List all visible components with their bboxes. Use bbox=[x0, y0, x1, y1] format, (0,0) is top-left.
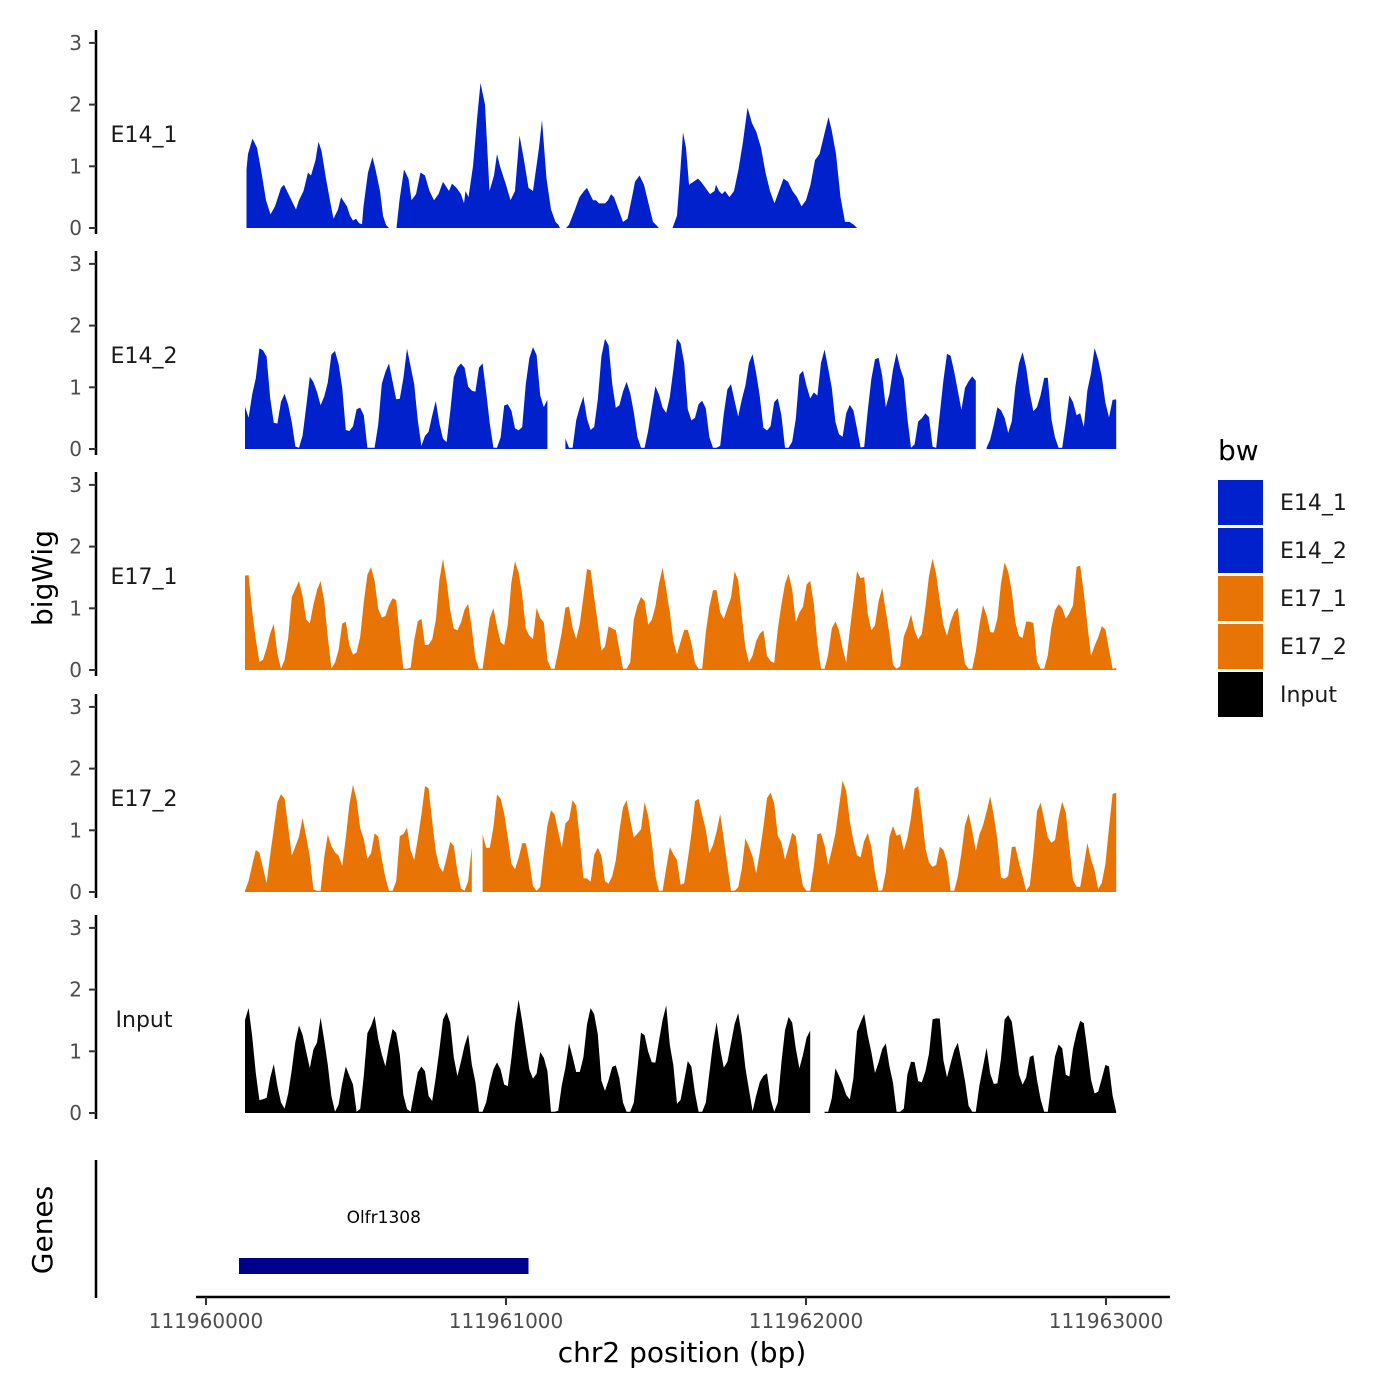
legend-swatch-e17-2 bbox=[1218, 624, 1263, 669]
track-label: E14_1 bbox=[111, 123, 178, 148]
y-tick-label: 3 bbox=[69, 916, 82, 940]
gene-bar-olfr1308 bbox=[239, 1258, 529, 1274]
legend-label: E14_2 bbox=[1280, 539, 1347, 564]
gene-track-title: Genes bbox=[26, 1186, 59, 1274]
legend-title: bw bbox=[1218, 434, 1259, 467]
y-tick-label: 1 bbox=[69, 375, 82, 399]
signal-area-e14-1 bbox=[246, 83, 1123, 228]
y-tick-label: 1 bbox=[69, 818, 82, 842]
signal-area-input bbox=[245, 999, 1117, 1113]
legend-label: E17_1 bbox=[1280, 587, 1347, 612]
y-tick-label: 1 bbox=[69, 1039, 82, 1063]
signal-area-e17-1 bbox=[245, 558, 1117, 670]
track-e17-2: 0 1 2 3 E17_2 bbox=[69, 694, 1117, 904]
y-tick-label: 0 bbox=[69, 437, 82, 461]
legend: bw E14_1 E14_2 E17_1 E17_2 Input bbox=[1218, 434, 1347, 717]
y-tick-label: 0 bbox=[69, 658, 82, 682]
legend-swatch-e14-1 bbox=[1218, 480, 1263, 525]
track-label: E17_1 bbox=[111, 565, 178, 590]
y-tick-label: 2 bbox=[69, 535, 82, 559]
y-axis-title: bigWig bbox=[26, 530, 59, 626]
y-tick-label: 0 bbox=[69, 1101, 82, 1125]
track-label: E14_2 bbox=[111, 344, 178, 369]
track-input: 0 1 2 3 Input bbox=[69, 915, 1117, 1125]
legend-swatch-e14-2 bbox=[1218, 528, 1263, 573]
x-tick-label: 111961000 bbox=[449, 1309, 564, 1333]
x-axis-title: chr2 position (bp) bbox=[558, 1336, 807, 1369]
legend-label: Input bbox=[1280, 683, 1337, 708]
x-axis: 111960000 111961000 111962000 111963000 bbox=[149, 1295, 1170, 1333]
track-e17-1: 0 1 2 3 E17_1 bbox=[69, 472, 1117, 682]
legend-label: E17_2 bbox=[1280, 635, 1347, 660]
track-e14-1: 0 1 2 3 E14_1 bbox=[69, 30, 1123, 240]
x-tick-label: 111963000 bbox=[1049, 1309, 1164, 1333]
y-tick-label: 0 bbox=[69, 216, 82, 240]
track-e14-2: 0 1 2 3 E14_2 bbox=[69, 251, 1117, 461]
gene-label: Olfr1308 bbox=[347, 1208, 421, 1228]
signal-area-e14-2 bbox=[245, 338, 1117, 449]
y-tick-label: 3 bbox=[69, 473, 82, 497]
y-tick-label: 0 bbox=[69, 880, 82, 904]
track-label: Input bbox=[116, 1008, 173, 1033]
y-tick-label: 2 bbox=[69, 314, 82, 338]
x-tick-label: 111960000 bbox=[149, 1309, 264, 1333]
legend-swatch-input bbox=[1218, 672, 1263, 717]
y-tick-label: 3 bbox=[69, 252, 82, 276]
y-tick-label: 2 bbox=[69, 978, 82, 1002]
legend-label: E14_1 bbox=[1280, 491, 1347, 516]
y-tick-label: 3 bbox=[69, 31, 82, 55]
y-tick-label: 1 bbox=[69, 596, 82, 620]
y-tick-label: 2 bbox=[69, 757, 82, 781]
gene-track: Olfr1308 bbox=[94, 1160, 529, 1298]
legend-swatch-e17-1 bbox=[1218, 576, 1263, 621]
y-tick-label: 3 bbox=[69, 695, 82, 719]
track-label: E17_2 bbox=[111, 787, 178, 812]
y-tick-label: 1 bbox=[69, 154, 82, 178]
x-tick-label: 111962000 bbox=[749, 1309, 864, 1333]
y-tick-label: 2 bbox=[69, 93, 82, 117]
signal-area-e17-2 bbox=[245, 780, 1117, 892]
signal-tracks: 0 1 2 3 E14_1 0 1 2 3 E14_2 0 1 2 3 E17_1 0 1 2 3 E17_2 0 1 2 3… bbox=[69, 30, 1123, 1125]
